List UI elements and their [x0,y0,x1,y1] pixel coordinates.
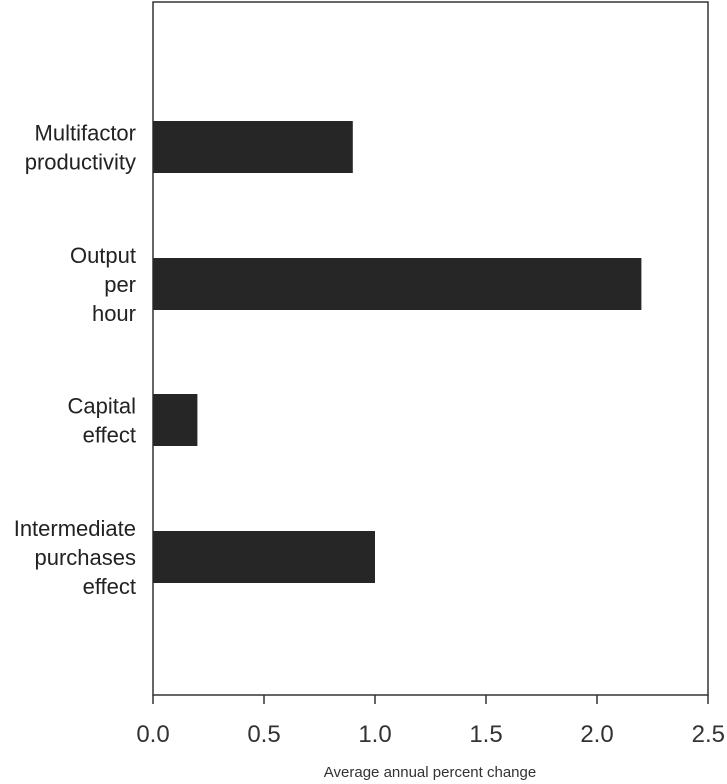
category-label: hour [92,301,136,326]
plot-frame [152,1,709,696]
category-label: effect [83,574,136,599]
x-tick-label: 0.5 [247,721,280,748]
x-axis-title: Average annual percent change [324,764,536,781]
category-label: Multifactor [35,121,136,146]
category-label: per [104,272,136,297]
bar-4 [153,531,375,583]
x-tick-label: 1.0 [358,721,391,748]
x-tick-label: 0.0 [136,721,169,748]
category-label: productivity [25,150,136,175]
x-tick-label: 2.0 [580,721,613,748]
bar-1 [153,121,353,173]
category-label: Intermediate [14,516,136,541]
category-label: Capital [68,394,136,419]
category-label: Output [70,243,136,268]
x-tick-label: 1.5 [469,721,502,748]
category-labels: Multifactor productivity Output per hour Capi… [14,121,136,600]
bars [153,121,642,583]
category-label: effect [83,423,136,448]
category-label: purchases [34,545,136,570]
x-tick-label: 2.5 [692,721,725,748]
x-axis-ticks: 0.0 0.5 1.0 1.5 2.0 2.5 [136,695,725,748]
bar-2 [153,258,642,310]
bar-3 [153,394,198,446]
